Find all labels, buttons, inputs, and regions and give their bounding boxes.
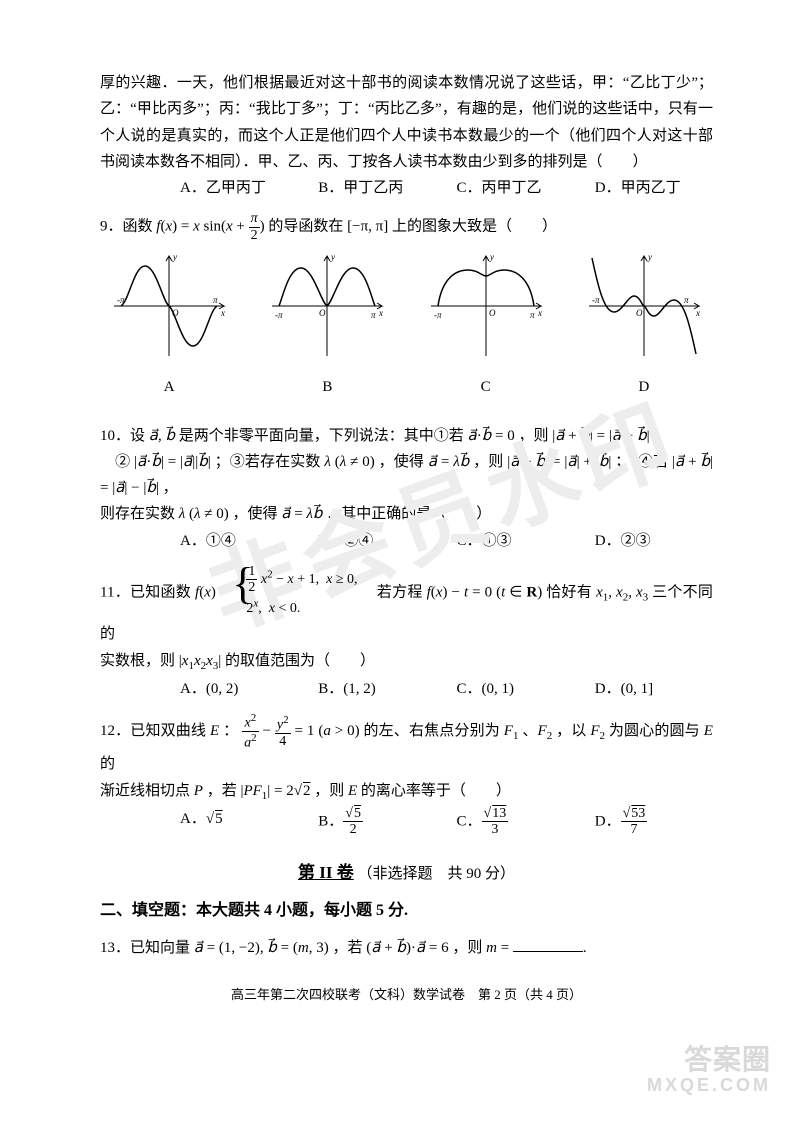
- q9-prefix: 9．函数: [100, 219, 156, 235]
- q8-continuation: 厚的兴趣．一天，他们根据最近对这十部书的阅读本数情况说了这些话，甲：“乙比丁少”…: [100, 70, 713, 175]
- svg-text:-π: -π: [275, 310, 283, 320]
- q10-stem-3: 则存在实数 λ (λ ≠ 0) ，使得 a⃗ = λb⃗ ．其中正确的是（ ）: [100, 501, 713, 527]
- fill-heading: 二、填空题：本大题共 4 小题，每小题 5 分.: [100, 897, 713, 925]
- q9-suffix: 的导函数在 [−π, π] 上的图象大致是（ ）: [268, 219, 557, 235]
- q10-choice-c-text: ①③: [482, 533, 512, 549]
- q12-choices: A．√5 B．√52 C．√133 D．√537: [100, 806, 713, 838]
- q12-choice-d: D．√537: [595, 806, 713, 838]
- q9-graph-c-svg: -π π x y O: [411, 251, 561, 361]
- svg-text:O: O: [489, 308, 496, 318]
- q8-choice-d-text: 甲丙乙丁: [621, 180, 681, 196]
- corner-line1: 答案圈: [647, 1045, 771, 1076]
- svg-text:x: x: [220, 308, 225, 318]
- q13: 13．已知向量 a⃗ = (1, −2), b⃗ = (m, 3) ，若 (a⃗…: [100, 935, 713, 961]
- q9-graph-b: -π π x y O: [248, 251, 406, 370]
- svg-text:O: O: [636, 308, 643, 318]
- section2-subtitle: （非选择题 共 90 分）: [357, 866, 515, 882]
- q11-choices: A．(0, 2) B．(1, 2) C．(0, 1) D．(0, 1]: [100, 676, 713, 702]
- q9-label-d: D: [565, 374, 723, 400]
- q11-stem-2: 实数根，则 |x1x2x3| 的取值范围为（ ）: [100, 648, 713, 676]
- section2-title: 第 II 卷: [298, 863, 354, 882]
- svg-text:x: x: [378, 308, 383, 318]
- q9-graph-a-svg: -π π x y O: [94, 251, 244, 361]
- q8-choices: A．乙甲丙丁 B．甲丁乙丙 C．丙甲丁乙 D．甲丙乙丁: [100, 175, 713, 201]
- q8-choice-b: B．甲丁乙丙: [318, 175, 436, 201]
- q9-stem: 9．函数 f(x) = x sin(x + π2) 的导函数在 [−π, π] …: [100, 211, 713, 243]
- q8-choice-c: C．丙甲丁乙: [457, 175, 575, 201]
- q12-stem-2: 渐近线相切点 P ，若 |PF1| = 2√2 ，则 E 的离心率等于（ ）: [100, 778, 713, 806]
- svg-text:y: y: [330, 252, 335, 262]
- q13-blank: [513, 936, 583, 952]
- q9-graph-a: -π π x y O: [90, 251, 248, 370]
- q10-choices: A．①④ B．②④ C．①③ D．②③: [100, 528, 713, 554]
- q10-choice-a-text: ①④: [206, 533, 236, 549]
- q11-choice-d: D．(0, 1]: [595, 676, 713, 702]
- svg-text:π: π: [371, 310, 376, 320]
- q10-choice-b: B．②④: [318, 528, 436, 554]
- page-footer: 高三年第二次四校联考（文科）数学试卷 第 2 页（共 4 页）: [100, 984, 713, 1007]
- q11-choice-b: B．(1, 2): [318, 676, 436, 702]
- q12-choice-b: B．√52: [318, 806, 436, 838]
- q8-choice-a-text: 乙甲丙丁: [206, 180, 266, 196]
- q9-label-c: C: [407, 374, 565, 400]
- svg-text:-π: -π: [592, 295, 600, 305]
- q10-choice-b-text: ②④: [343, 533, 373, 549]
- q9-graph-b-svg: -π π x y O: [252, 251, 402, 361]
- q9-label-a: A: [90, 374, 248, 400]
- q10-stem: 10．设 a⃗, b⃗ 是两个非零平面向量，下列说法：其中①若 a⃗·b⃗ = …: [100, 423, 713, 449]
- q11-choice-b-text: (1, 2): [343, 681, 376, 697]
- q11-choice-c: C．(0, 1): [457, 676, 575, 702]
- corner-line2: MXQE.COM: [647, 1076, 771, 1096]
- svg-text:x: x: [695, 308, 700, 318]
- q11-choice-d-text: (0, 1]: [621, 681, 654, 697]
- svg-text:y: y: [489, 252, 494, 262]
- q10-choice-d: D．②③: [595, 528, 713, 554]
- q11-stem: 11．已知函数 f(x) = { 12 x2 − x + 1, x ≥ 0, 2…: [100, 564, 713, 648]
- q10-stem-2: ② |a⃗·b⃗| = |a⃗||b⃗| ；③若存在实数 λ (λ ≠ 0) ，…: [100, 449, 713, 502]
- q11-choice-a: A．(0, 2): [180, 676, 298, 702]
- q10-choice-a: A．①④: [180, 528, 298, 554]
- q12-choice-a: A．√5: [180, 806, 298, 838]
- q8-choice-c-text: 丙甲丁乙: [482, 180, 542, 196]
- svg-text:x: x: [537, 308, 542, 318]
- q11-choice-a-text: (0, 2): [206, 681, 239, 697]
- svg-text:-π: -π: [434, 310, 442, 320]
- q8-choice-d: D．甲丙乙丁: [595, 175, 713, 201]
- q9-graphs: -π π x y O -π π x y O: [90, 251, 723, 370]
- corner-watermark: 答案圈 MXQE.COM: [647, 1045, 771, 1096]
- svg-text:π: π: [213, 295, 218, 305]
- q9-graph-labels: A B C D: [90, 374, 723, 400]
- q10-choice-d-text: ②③: [621, 533, 651, 549]
- q9-graph-d: -π π x y O: [565, 251, 723, 370]
- q8-choice-b-text: 甲丁乙丙: [343, 180, 403, 196]
- q9-graph-d-svg: -π π x y O: [569, 251, 719, 361]
- q9-graph-c: -π π x y O: [407, 251, 565, 370]
- svg-text:π: π: [530, 310, 535, 320]
- svg-text:y: y: [647, 252, 652, 262]
- q9-label-b: B: [248, 374, 406, 400]
- q12-stem: 12．已知双曲线 E ： x2a2 − y24 = 1 (a > 0) 的左、右…: [100, 712, 713, 777]
- svg-text:π: π: [684, 295, 689, 305]
- q8-choice-a: A．乙甲丙丁: [180, 175, 298, 201]
- q11-choice-c-text: (0, 1): [482, 681, 515, 697]
- section2-header: 第 II 卷 （非选择题 共 90 分）: [100, 858, 713, 888]
- page: 非会员水印 厚的兴趣．一天，他们根据最近对这十部书的阅读本数情况说了这些话，甲：…: [0, 0, 793, 1122]
- svg-text:y: y: [172, 252, 177, 262]
- q10-choice-c: C．①③: [457, 528, 575, 554]
- q12-choice-c: C．√133: [457, 806, 575, 838]
- svg-text:O: O: [319, 308, 326, 318]
